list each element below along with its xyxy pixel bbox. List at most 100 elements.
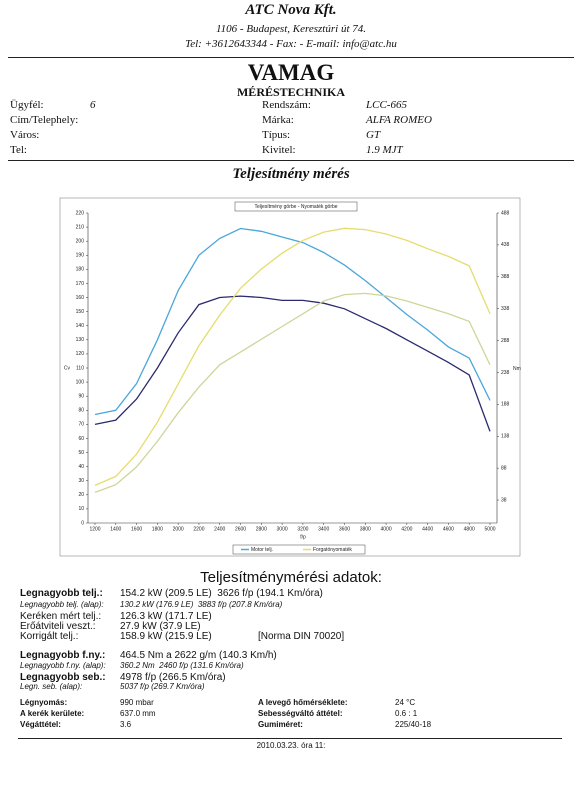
y-tick-label: 120 xyxy=(76,351,85,357)
field-value: 6 xyxy=(90,99,96,111)
field-label: Ügyfél: xyxy=(10,99,44,111)
chart: Teljesítmény görbe - Nyomaték görbe f/p … xyxy=(59,197,521,557)
y-tick-label: 180 xyxy=(76,267,85,273)
x-tick-label: 2200 xyxy=(193,526,204,532)
y2-tick-label: 188 xyxy=(501,402,510,408)
x-tick-label: 1400 xyxy=(110,526,121,532)
condition-value: 0.6 : 1 xyxy=(395,709,418,718)
result-label: Legnagyobb seb.: xyxy=(20,672,106,683)
result-value: 154.2 kW (209.5 LE) 3626 f/p (194.1 Km/ó… xyxy=(120,588,323,599)
x-tick-label: 1600 xyxy=(131,526,142,532)
result-label: Legnagyobb f.ny. (alap): xyxy=(20,661,106,670)
result-value: 464.5 Nm a 2622 g/m (140.3 Km/h) xyxy=(120,650,277,661)
condition-value: 225/40-18 xyxy=(395,720,432,729)
x-tick-label: 4600 xyxy=(443,526,454,532)
legend-box xyxy=(232,544,366,555)
y2-tick-label: 238 xyxy=(501,370,510,376)
legend-label: Forgatónyomaték xyxy=(313,547,352,553)
condition-label: Végáttétel: xyxy=(20,720,61,729)
y2-tick-label: 488 xyxy=(501,210,510,216)
result-label: Keréken mért telj.: xyxy=(20,611,102,622)
y-tick-label: 70 xyxy=(78,422,84,428)
field-value: ALFA ROMEO xyxy=(366,114,432,126)
x-tick-label: 3800 xyxy=(360,526,371,532)
y-tick-label: 10 xyxy=(78,506,84,512)
y2-tick-label: 388 xyxy=(501,274,510,280)
y2-tick-label: 438 xyxy=(501,242,510,248)
rule xyxy=(8,57,574,58)
y2-tick-label: 38 xyxy=(501,497,507,503)
x-tick-label: 3000 xyxy=(277,526,288,532)
field-label: Város: xyxy=(10,129,40,141)
x-tick-label: 4000 xyxy=(380,526,391,532)
y-tick-label: 90 xyxy=(78,394,84,400)
y-tick-label: 190 xyxy=(76,253,85,259)
legend-label: Motor telj. xyxy=(251,547,273,553)
y-tick-label: 170 xyxy=(76,281,85,287)
condition-value: 3.6 xyxy=(120,720,132,729)
result-note: [Norma DIN 70020] xyxy=(258,631,345,642)
y-tick-label: 110 xyxy=(76,365,84,371)
x-tick-label: 2000 xyxy=(173,526,184,532)
y-tick-label: 60 xyxy=(78,436,84,442)
field-value: 1.9 MJT xyxy=(366,144,403,156)
result-value: 5037 f/p (269.7 Km/óra) xyxy=(120,682,205,691)
field-label: Tel: xyxy=(10,144,27,156)
field-value: LCC-665 xyxy=(366,99,407,111)
x-tick-label: 4400 xyxy=(422,526,433,532)
result-label: Legnagyobb telj. (alap): xyxy=(20,600,104,609)
subtitle: MÉRÉSTECHNIKA xyxy=(236,85,346,99)
y-tick-label: 210 xyxy=(76,224,85,230)
result-label: Legnagyobb f.ny.: xyxy=(20,650,106,661)
series-line xyxy=(94,227,491,416)
condition-value: 24 °C xyxy=(395,698,416,707)
result-value: 4978 f/p (266.5 Km/óra) xyxy=(120,672,226,683)
y-tick-label: 220 xyxy=(76,210,85,216)
x-tick-label: 3600 xyxy=(339,526,350,532)
chart-title: Teljesítmény görbe - Nyomaték görbe xyxy=(254,204,337,210)
field-label: Rendszám: xyxy=(262,99,311,111)
result-label: Legn. seb. (alap): xyxy=(20,682,83,691)
condition-label: A kerék kerülete: xyxy=(20,709,85,718)
footer: 2010.03.23. óra 11: xyxy=(256,741,326,750)
section-title: Teljesítmény mérés xyxy=(232,166,350,182)
y2-tick-label: 338 xyxy=(501,306,510,312)
series-line xyxy=(94,227,491,486)
series-line xyxy=(94,292,491,494)
chart-frame xyxy=(59,197,521,557)
x-tick-label: 2600 xyxy=(235,526,246,532)
field-label: Kivitel: xyxy=(262,144,296,156)
y-tick-label: 80 xyxy=(78,408,84,414)
result-label: Legnagyobb telj.: xyxy=(20,588,103,599)
y-tick-label: 100 xyxy=(76,379,85,385)
y-tick-label: 40 xyxy=(78,464,84,470)
y-tick-label: 150 xyxy=(76,309,85,315)
y-tick-label: 50 xyxy=(78,450,84,456)
y-tick-label: 130 xyxy=(76,337,85,343)
y-tick-label: 200 xyxy=(76,239,85,245)
series-line xyxy=(94,295,491,432)
result-value: 126.3 kW (171.7 LE) xyxy=(120,611,212,622)
rule xyxy=(18,738,562,739)
x-tick-label: 4200 xyxy=(401,526,412,532)
condition-label: Gumiméret: xyxy=(258,720,303,729)
field-label: Márka: xyxy=(262,114,294,126)
x-tick-label: 5000 xyxy=(484,526,495,532)
condition-value: 990 mbar xyxy=(120,698,154,707)
result-value: 27.9 kW (37.9 LE) xyxy=(120,621,201,632)
field-label: Cím/Telephely: xyxy=(10,114,79,126)
condition-label: Légnyomás: xyxy=(20,698,68,707)
y-tick-label: 20 xyxy=(78,492,84,498)
field-value: GT xyxy=(366,129,381,141)
y-tick-label: 140 xyxy=(76,323,85,329)
result-label: Erőátviteli veszt.: xyxy=(20,621,96,632)
x-tick-label: 4800 xyxy=(464,526,475,532)
condition-label: A levegő hőmérséklete: xyxy=(258,698,348,707)
y-axis-label: Cv xyxy=(64,365,71,371)
company: ATC Nova Kft. xyxy=(245,2,337,18)
result-value: 360.2 Nm 2460 f/p (131.6 Km/óra) xyxy=(120,661,244,670)
title: VAMAG xyxy=(247,60,335,85)
y-tick-label: 160 xyxy=(76,295,85,301)
y2-tick-label: 138 xyxy=(501,434,510,440)
x-tick-label: 2400 xyxy=(214,526,225,532)
